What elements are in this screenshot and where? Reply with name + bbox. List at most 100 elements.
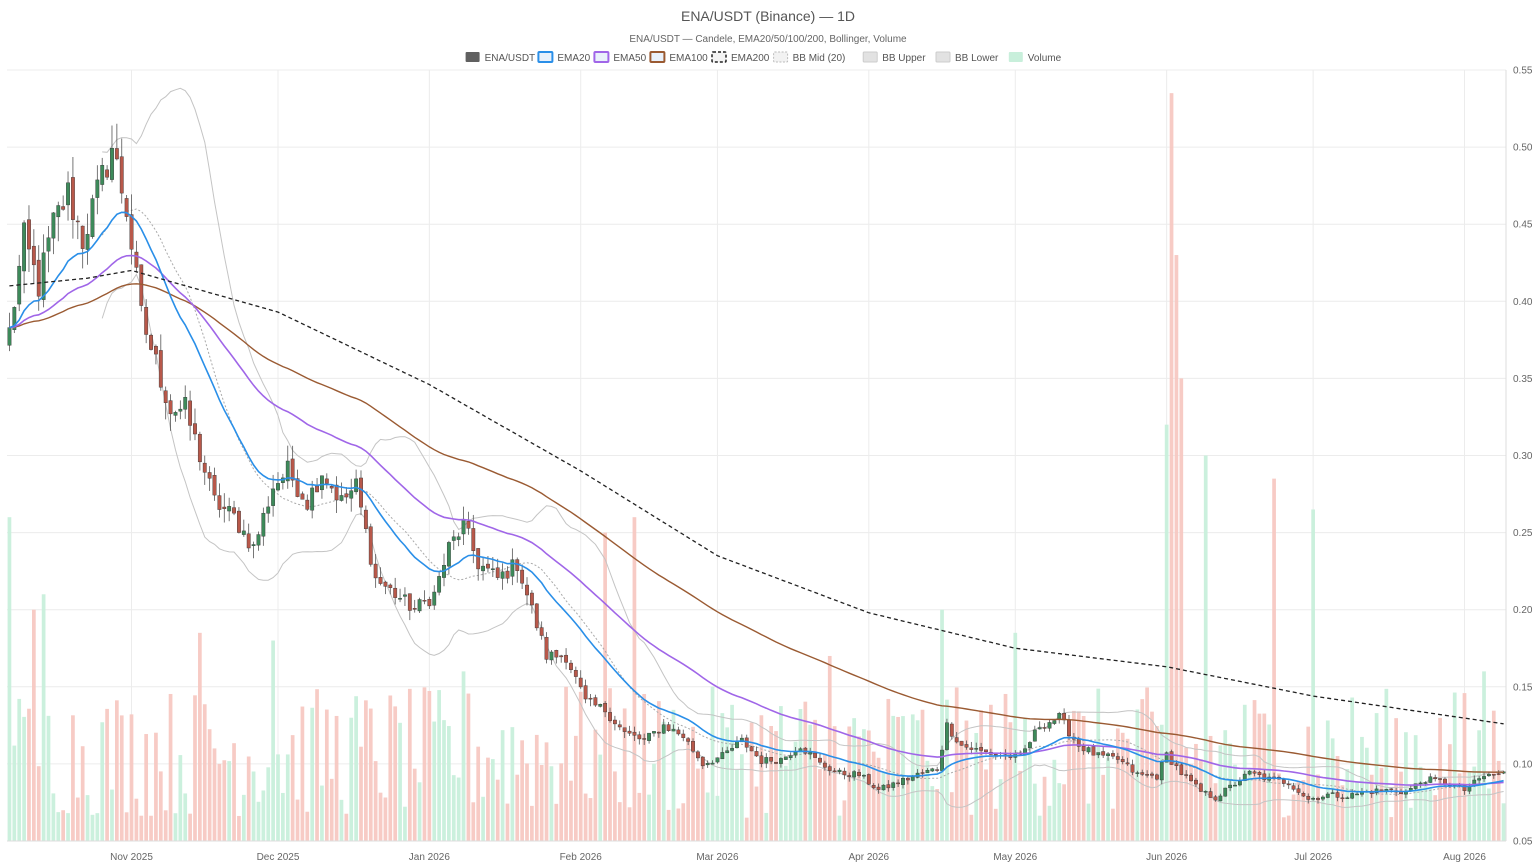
- volume-bar: [1374, 713, 1379, 841]
- candle-body: [368, 526, 373, 565]
- candle-body: [31, 245, 36, 266]
- volume-bar: [1145, 687, 1149, 841]
- candle-body: [383, 581, 388, 587]
- candle-body: [251, 544, 256, 547]
- volume-bar: [217, 763, 222, 841]
- candle-body: [505, 570, 510, 579]
- legend-swatch: [537, 51, 554, 63]
- volume-bar: [583, 793, 588, 841]
- volume-bar: [373, 761, 378, 841]
- candle-body: [652, 731, 656, 734]
- candle-body: [1213, 796, 1218, 801]
- candle: [593, 694, 598, 707]
- volume-bar: [1428, 788, 1433, 841]
- candle: [1154, 773, 1159, 781]
- candle: [559, 654, 564, 663]
- bollinger-bands: [101, 87, 1504, 808]
- volume-bar: [1233, 764, 1237, 841]
- volume-bar: [847, 726, 852, 841]
- candle-body: [881, 784, 886, 791]
- candle-body: [578, 677, 583, 688]
- candle-body: [559, 655, 564, 658]
- x-tick-label: Nov 2025: [110, 852, 153, 863]
- volume-bar: [866, 730, 871, 841]
- candle-body: [22, 222, 26, 272]
- volume-bar: [281, 792, 285, 841]
- candle-body: [1057, 713, 1062, 720]
- legend-item: Volume: [1008, 52, 1062, 64]
- volume-bar: [1228, 743, 1232, 841]
- candle: [339, 482, 344, 502]
- candle: [456, 532, 461, 547]
- volume-bars: [7, 93, 1506, 842]
- candle: [1047, 719, 1052, 732]
- candle: [1150, 771, 1154, 779]
- volume-bar: [573, 735, 578, 841]
- volume-bar: [12, 745, 17, 841]
- volume-bar: [1003, 693, 1008, 841]
- candle: [1032, 725, 1037, 742]
- candle: [197, 431, 202, 471]
- bb-upper-line: [102, 87, 1504, 789]
- volume-bar: [75, 797, 80, 841]
- candle-body: [310, 487, 315, 511]
- candle: [901, 775, 905, 789]
- volume-bar: [520, 740, 524, 841]
- candle: [871, 783, 876, 790]
- legend-label: BB Lower: [955, 53, 999, 64]
- volume-bar: [295, 799, 300, 841]
- candle: [637, 731, 642, 745]
- candle-body: [1477, 778, 1482, 781]
- candle-body: [1091, 746, 1096, 756]
- candle-body: [41, 252, 46, 300]
- candle-body: [285, 460, 290, 482]
- volume-bar: [237, 815, 241, 841]
- candle-body: [666, 724, 671, 731]
- volume-bar: [466, 693, 471, 841]
- volume-bar: [1120, 732, 1125, 841]
- volume-bar: [168, 693, 173, 841]
- candle-body: [227, 506, 232, 512]
- candle-body: [393, 587, 398, 598]
- volume-bar: [427, 690, 432, 841]
- volume-bar: [647, 794, 651, 841]
- candle-body: [573, 670, 578, 677]
- candle: [158, 334, 163, 391]
- candle: [500, 563, 505, 590]
- legend-swatch: [935, 51, 951, 63]
- volume-bar: [442, 720, 446, 841]
- candle-body: [212, 475, 217, 496]
- candle: [949, 722, 954, 740]
- candle-body: [320, 475, 324, 491]
- volume-bar: [300, 706, 305, 841]
- volume-bar: [202, 704, 207, 841]
- volume-bar: [959, 743, 964, 841]
- candle: [1340, 793, 1345, 803]
- volume-bar: [417, 782, 422, 841]
- candle-body: [486, 563, 490, 569]
- candle-body: [842, 770, 847, 776]
- candle: [61, 195, 66, 211]
- volume-bar: [886, 698, 891, 841]
- candle: [256, 531, 261, 551]
- candle: [149, 333, 153, 351]
- candle: [930, 767, 935, 772]
- candle-body: [925, 769, 930, 773]
- candle-body: [691, 741, 695, 752]
- candle-body: [1418, 782, 1423, 785]
- candle: [144, 299, 149, 344]
- candle: [598, 703, 603, 708]
- candle-body: [354, 478, 359, 493]
- candle: [935, 766, 940, 773]
- candle-body: [588, 697, 593, 700]
- volume-bar: [354, 696, 358, 841]
- candle: [1252, 769, 1257, 777]
- volume-bar: [891, 715, 896, 841]
- candle-body: [642, 738, 647, 740]
- volume-bar: [95, 813, 100, 841]
- volume-bar: [124, 812, 129, 841]
- chart-subtitle: ENA/USDT — Candele, EMA20/50/100/200, Bo…: [629, 34, 907, 45]
- grid: [7, 69, 1506, 842]
- candle-body: [1203, 791, 1208, 793]
- candle: [1052, 720, 1057, 726]
